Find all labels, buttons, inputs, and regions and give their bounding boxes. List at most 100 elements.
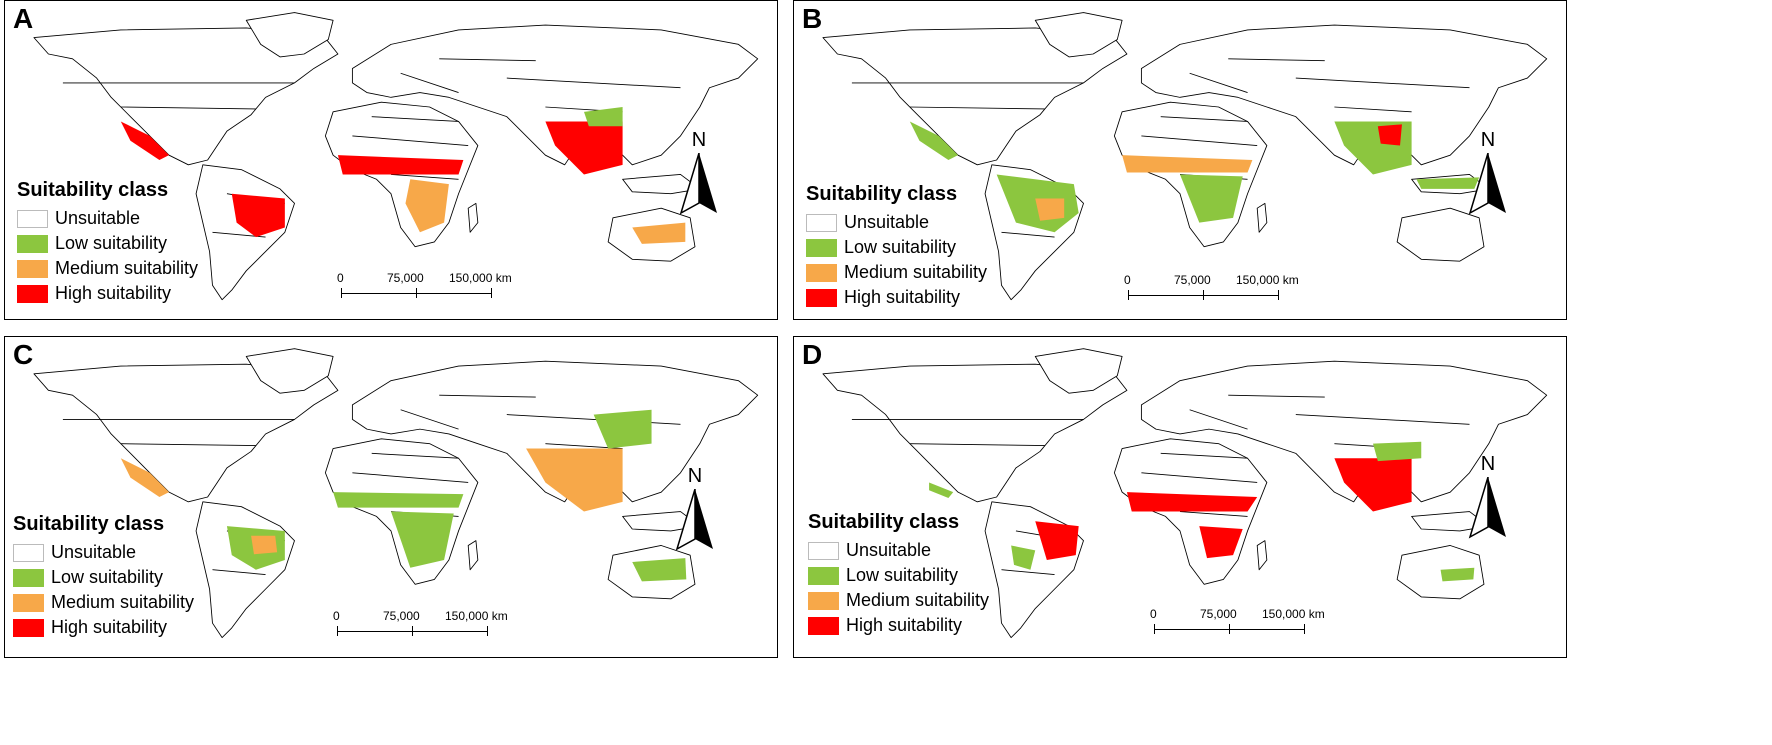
scale-label: 150,000 km [1262,607,1325,621]
legend: Suitability class Unsuitable Low suitabi… [806,183,987,310]
legend: Suitability class Unsuitable Low suitabi… [808,511,989,638]
zone-sahel-d [1126,492,1258,512]
legend-item-low: Low suitability [808,563,989,588]
legend-item-high: High suitability [808,613,989,638]
map-panel-a: A Suitability class Unsuitable Low suita… [4,0,778,320]
north-arrow-icon [675,489,713,551]
zone-australia-a [632,222,686,244]
legend-label: High suitability [846,615,963,635]
scale-bar: 0 75,000 150,000 km [1150,607,1330,647]
zone-africa-low-c [391,511,454,568]
zone-india-d [1334,458,1412,512]
legend-item-medium: Medium suitability [17,256,198,281]
legend-item-low: Low suitability [806,235,987,260]
legend-label: Low suitability [846,565,959,585]
scale-label: 0 [1150,607,1157,621]
zone-americas-b [909,121,959,160]
legend-label: Unsuitable [51,542,137,562]
scale-label: 150,000 km [445,609,508,623]
legend-label: Unsuitable [55,208,141,228]
legend-label: High suitability [844,287,961,307]
legend-item-low: Low suitability [17,231,198,256]
legend-item-unsuitable: Unsuitable [808,538,989,563]
zone-brazil-medium-b [1035,198,1065,221]
legend-label: Low suitability [844,237,957,257]
scale-label: 150,000 km [449,271,512,285]
zone-india-a [545,121,623,175]
zone-americas-d [929,482,954,498]
north-label: N [1480,129,1496,151]
scale-bar: 0 75,000 150,000 km [1124,273,1304,313]
north-label: N [687,465,703,487]
legend-item-high: High suitability [13,615,194,640]
panel-letter: C [13,339,34,370]
legend-item-high: High suitability [806,285,987,310]
legend-label: Unsuitable [846,540,932,560]
north-arrow: N [675,465,715,555]
zone-south-africa-a [405,179,449,233]
legend: Suitability class Unsuitable Low suitabi… [13,513,194,640]
map-panel-c: C Suitability class Unsuitable Low suita… [4,336,778,658]
scale-bar: 0 75,000 150,000 km [333,609,513,649]
zone-china-d [1373,441,1422,462]
scale-label: 0 [1124,273,1131,287]
north-label: N [1480,453,1496,475]
zone-brazil-d [1035,521,1079,561]
legend-title: Suitability class [806,183,958,205]
legend-title: Suitability class [13,513,165,535]
zone-africa-low-b [1180,174,1243,223]
legend-label: High suitability [51,617,168,637]
zone-sahel-a [337,155,464,175]
zone-china-c [593,409,652,449]
world-map-d [822,348,1548,639]
world-map-b [822,12,1548,301]
north-arrow-icon [1468,153,1506,215]
zone-sahel-c [333,492,464,508]
legend-title: Suitability class [17,179,169,201]
legend-title: Suitability class [808,511,960,533]
scale-label: 75,000 [1174,273,1211,287]
north-arrow: N [1468,453,1508,543]
scale-label: 75,000 [1200,607,1237,621]
zone-australia-d [1440,567,1475,582]
world-map-a [33,12,759,301]
legend-item-high: High suitability [17,281,198,306]
map-panel-d: D Suitability class Unsuitable Low suita… [793,336,1567,658]
zone-south-africa-d [1199,526,1243,559]
panel-letter: A [13,3,34,34]
legend-item-low: Low suitability [13,565,194,590]
legend-item-unsuitable: Unsuitable [13,540,194,565]
legend-item-unsuitable: Unsuitable [806,210,987,235]
zone-americas-c [120,458,170,497]
north-label: N [691,129,707,151]
zone-brazil-low-d [1011,545,1036,570]
zone-americas-a [120,121,170,160]
panel-letter: D [802,339,823,370]
panel-letter: B [802,3,823,34]
scale-bar: 0 75,000 150,000 km [337,271,517,311]
scale-label: 75,000 [387,271,424,285]
legend-item-medium: Medium suitability [808,588,989,613]
legend-label: Medium suitability [844,262,988,282]
north-arrow-icon [679,153,717,215]
zone-india-c [526,448,623,512]
legend-label: Medium suitability [846,590,990,610]
legend-label: Low suitability [51,567,164,587]
zone-indonesia-b [1416,177,1480,189]
legend-label: Unsuitable [844,212,930,232]
legend-label: Medium suitability [55,258,199,278]
north-arrow-icon [1468,477,1506,539]
north-arrow: N [679,129,719,219]
zone-sahel-b [1122,155,1253,173]
legend-item-medium: Medium suitability [806,260,987,285]
zone-australia-c [632,558,687,582]
world-map-c [33,348,759,639]
legend-item-medium: Medium suitability [13,590,194,615]
zone-se-asia-b [1377,124,1402,146]
scale-label: 150,000 km [1236,273,1299,287]
zone-brazil-medium-c [251,535,278,555]
map-panel-b: B Suitability class Unsuitable Low suita… [793,0,1567,320]
legend-item-unsuitable: Unsuitable [17,206,198,231]
legend-label: Low suitability [55,233,168,253]
zone-brazil-a [231,193,285,238]
